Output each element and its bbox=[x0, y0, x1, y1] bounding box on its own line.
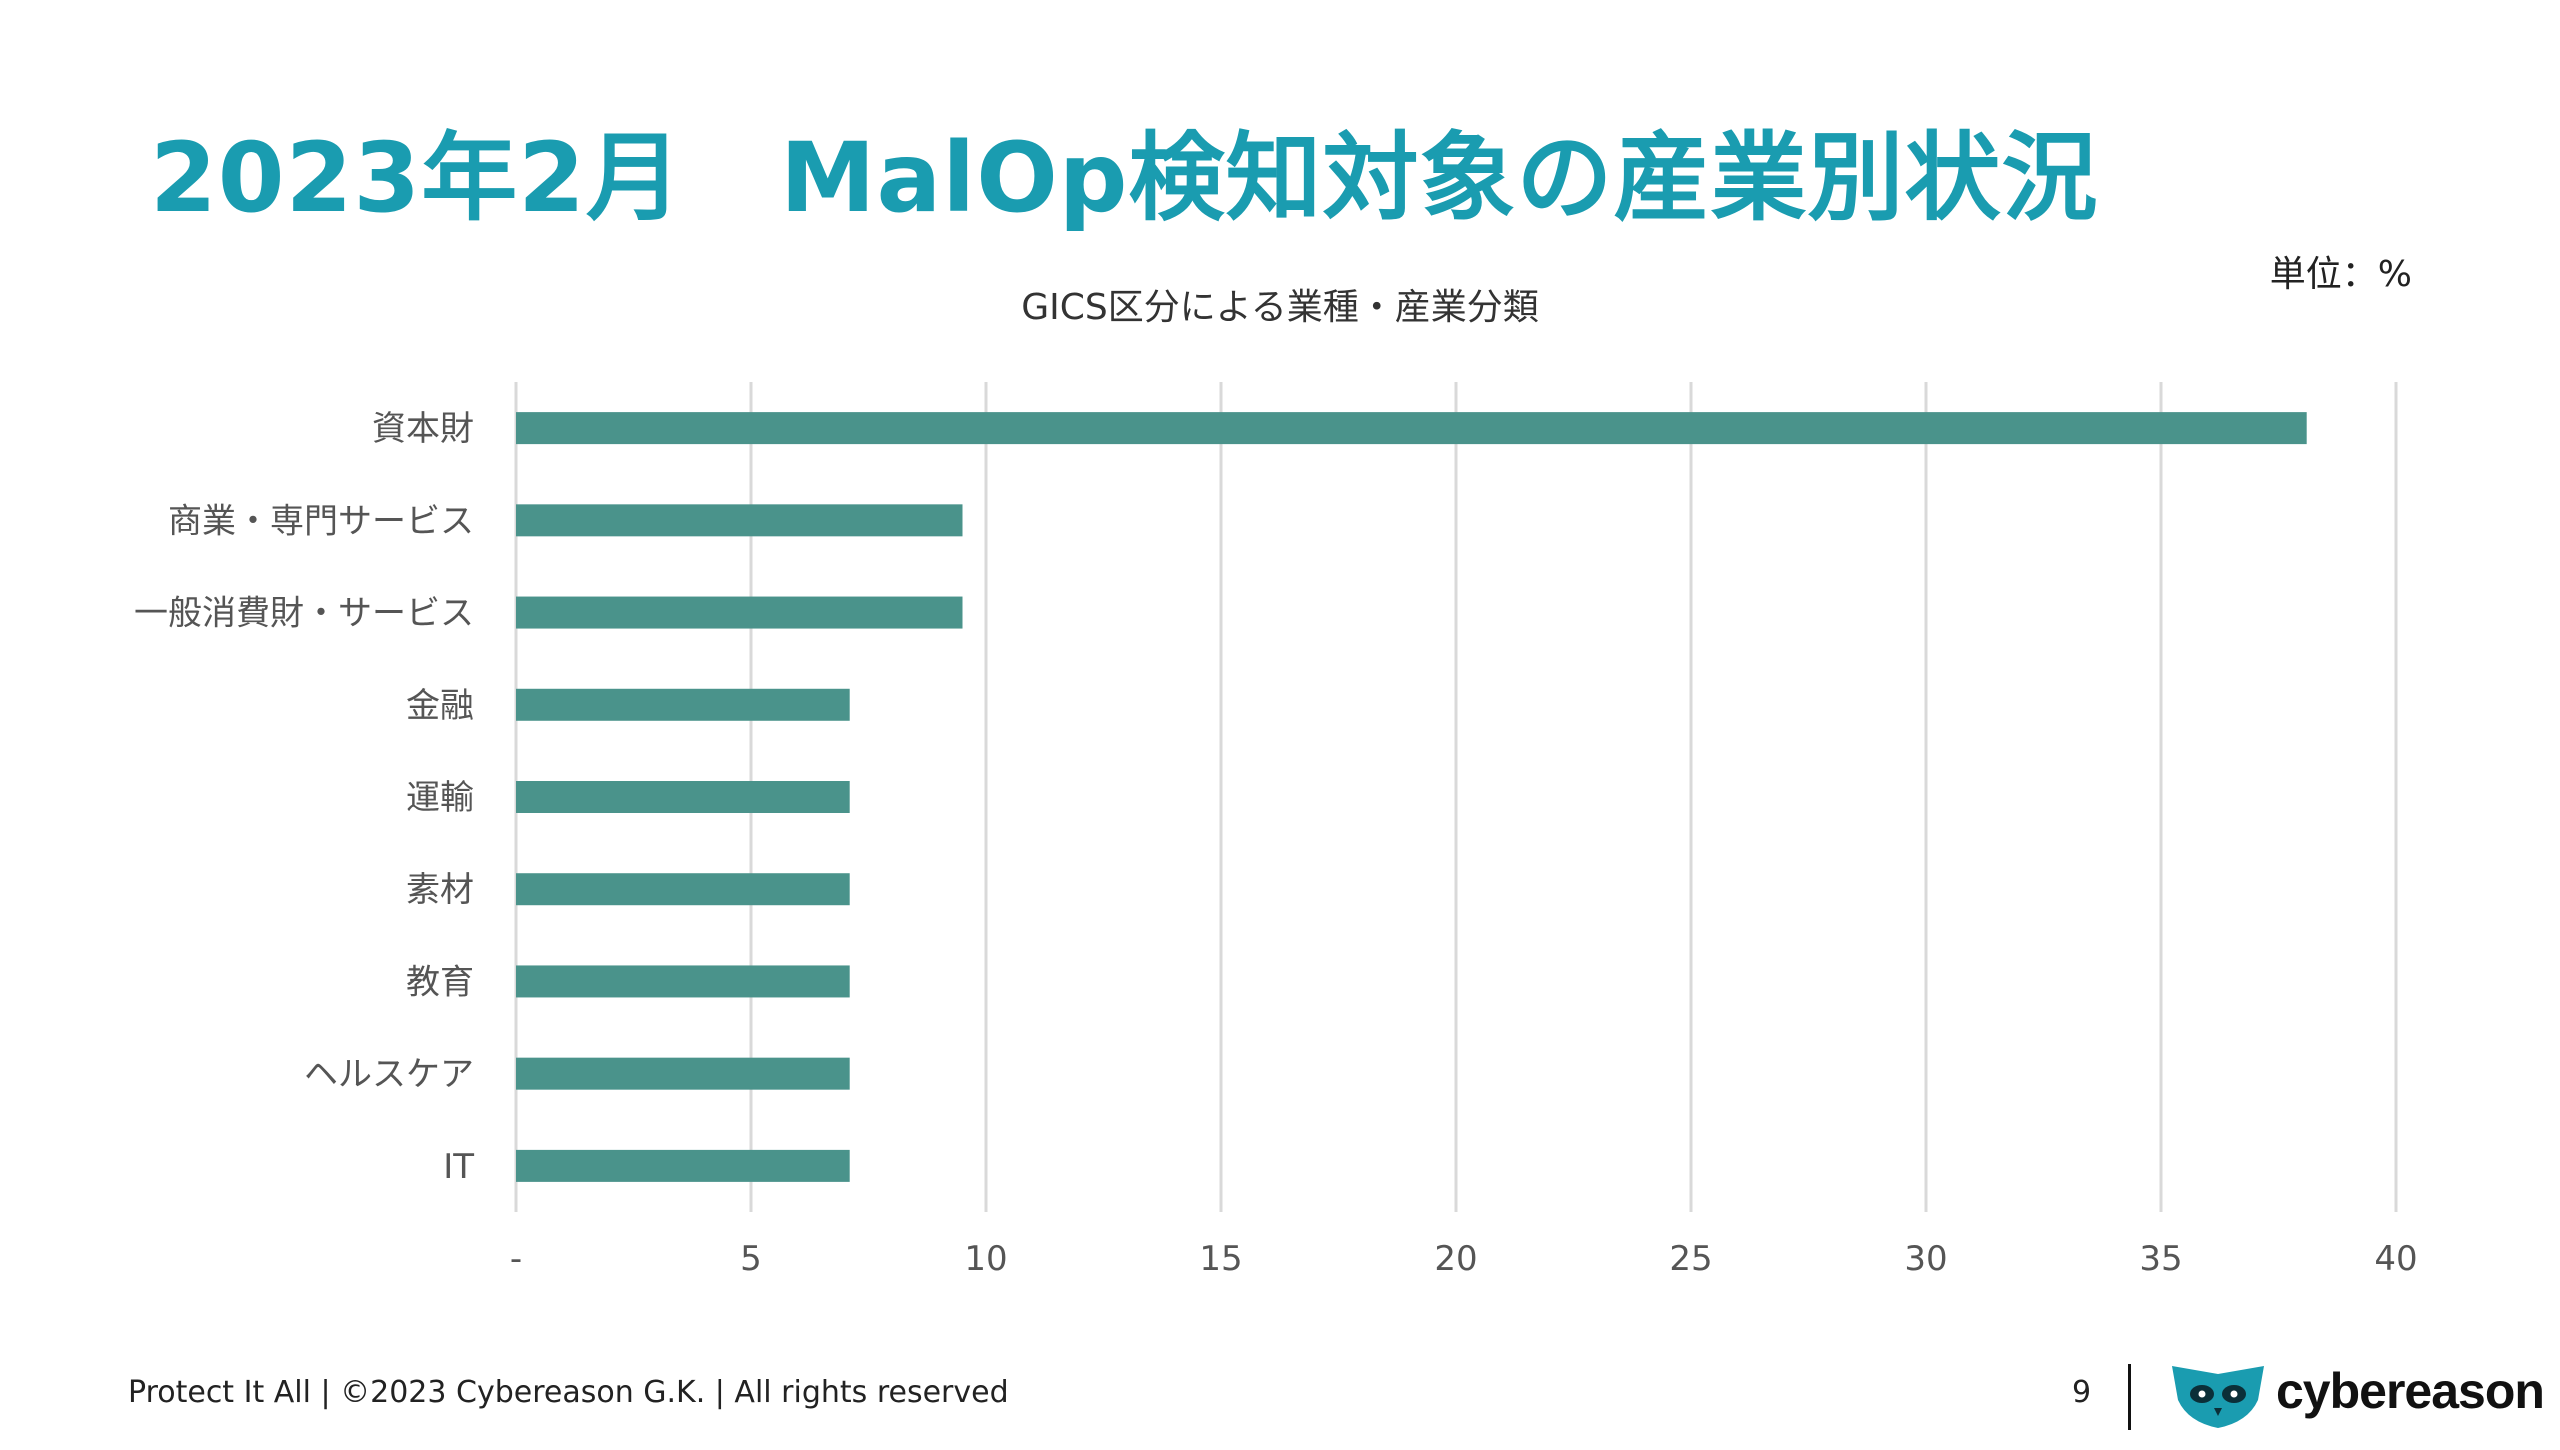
x-tick-label-1: 5 bbox=[740, 1239, 762, 1279]
bar-2 bbox=[516, 596, 963, 629]
bar-3 bbox=[516, 688, 850, 721]
bar-8 bbox=[516, 1149, 850, 1182]
category-label-8: IT bbox=[443, 1147, 474, 1187]
x-tick-label-8: 40 bbox=[2374, 1239, 2417, 1279]
bar-6 bbox=[516, 965, 850, 998]
x-tick-label-4: 20 bbox=[1434, 1239, 1477, 1279]
x-tick-label-7: 35 bbox=[2139, 1239, 2182, 1279]
brand-name: cybereason bbox=[2276, 1363, 2545, 1419]
x-axis-tick-labels: - 5 10 15 20 25 30 35 40 bbox=[510, 1239, 2418, 1279]
footer-divider bbox=[2128, 1364, 2131, 1430]
bars bbox=[516, 412, 2307, 1182]
bar-4 bbox=[516, 781, 850, 813]
category-label-2: 一般消費財・サービス bbox=[134, 594, 474, 634]
x-tick-label-0: - bbox=[510, 1239, 522, 1279]
page-number: 9 bbox=[2072, 1375, 2092, 1410]
chart-title: GICS区分による業種・産業分類 bbox=[1021, 287, 1539, 328]
footer-copyright: Protect It All | ©2023 Cybereason G.K. |… bbox=[128, 1375, 1009, 1410]
slide-title: 2023年2月 MalOp検知対象の産業別状況 bbox=[150, 122, 2099, 234]
unit-label: 単位：% bbox=[2269, 254, 2412, 295]
x-tick-label-5: 25 bbox=[1669, 1239, 1712, 1279]
x-tick-label-2: 10 bbox=[964, 1239, 1007, 1279]
bar-0 bbox=[516, 412, 2307, 445]
x-tick-label-3: 15 bbox=[1199, 1239, 1242, 1279]
category-label-6: 教育 bbox=[406, 962, 474, 1002]
bar-5 bbox=[516, 873, 850, 906]
category-label-5: 素材 bbox=[406, 870, 474, 910]
category-label-1: 商業・専門サービス bbox=[168, 501, 474, 541]
owl-logo-icon bbox=[2172, 1366, 2264, 1428]
category-label-7: ヘルスケア bbox=[304, 1055, 474, 1095]
category-label-4: 運輸 bbox=[406, 778, 474, 818]
bar-7 bbox=[516, 1057, 850, 1090]
x-tick-label-6: 30 bbox=[1904, 1239, 1947, 1279]
category-label-0: 資本財 bbox=[372, 409, 474, 449]
bar-1 bbox=[516, 504, 963, 537]
category-label-3: 金融 bbox=[406, 686, 474, 726]
